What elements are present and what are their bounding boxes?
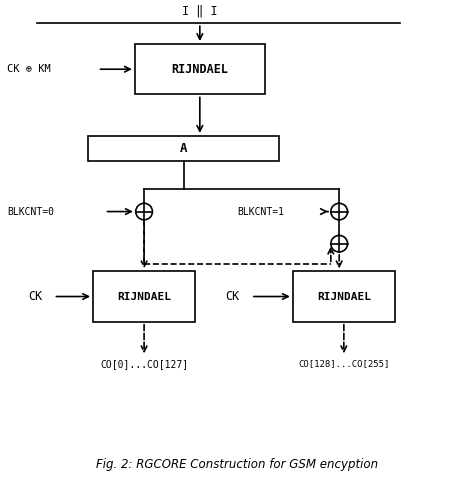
Text: CK: CK (226, 290, 240, 303)
Circle shape (331, 236, 347, 252)
Text: BLKCNT=0: BLKCNT=0 (7, 207, 54, 216)
Text: RIJNDAEL: RIJNDAEL (117, 292, 171, 302)
Bar (135, 44, 265, 94)
Text: CK ⊕ KM: CK ⊕ KM (7, 64, 51, 74)
Circle shape (331, 203, 347, 220)
Text: CO[128]...CO[255]: CO[128]...CO[255] (298, 360, 390, 369)
Bar (293, 271, 395, 322)
Text: Fig. 2: RGCORE Construction for GSM encyption: Fig. 2: RGCORE Construction for GSM ency… (96, 458, 378, 471)
Text: RIJNDAEL: RIJNDAEL (317, 292, 371, 302)
Text: CO[0]...CO[127]: CO[0]...CO[127] (100, 359, 188, 369)
Text: RIJNDAEL: RIJNDAEL (171, 62, 228, 76)
Text: A: A (180, 142, 187, 155)
Text: BLKCNT=1: BLKCNT=1 (237, 207, 284, 216)
Circle shape (136, 203, 153, 220)
Text: I ‖ I: I ‖ I (182, 5, 218, 18)
Bar (88, 136, 279, 161)
Text: CK: CK (28, 290, 42, 303)
Bar (93, 271, 195, 322)
